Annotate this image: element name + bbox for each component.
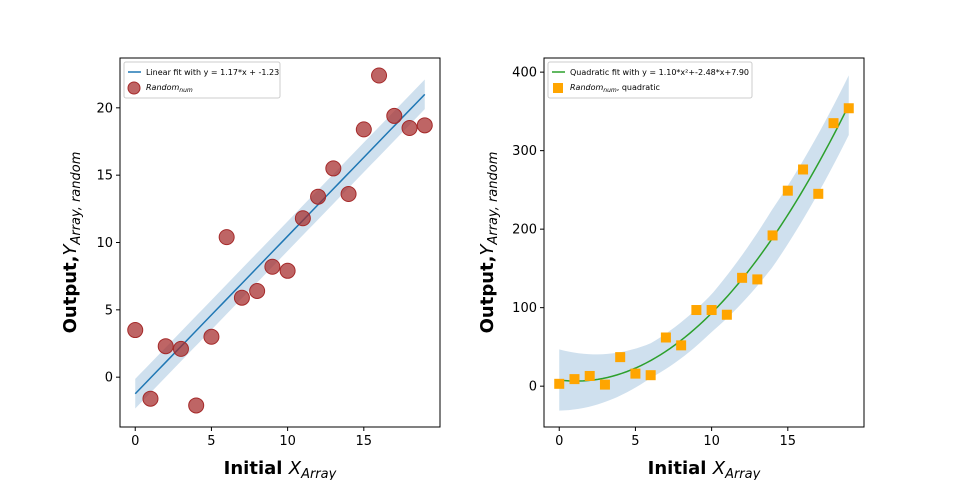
x-axis-label-text: Initial [648,458,713,479]
data-point-17 [386,107,403,124]
legend-label-points-extra: , quadratic [617,83,660,92]
x-tick-label: 10 [279,434,296,449]
plot-frame [543,57,865,428]
data-point-13 [752,274,763,285]
data-point-18 [828,118,839,129]
data-point-4 [615,352,626,363]
legend-label-points-sub: num [179,87,193,94]
x-tick-label: 5 [631,434,639,449]
legend-frame [123,61,281,99]
data-point-0 [127,322,144,339]
legend-label-points-sub: num [603,87,617,94]
y-tick-label: 5 [105,303,113,318]
y-tick-label: 10 [96,236,113,251]
chart-panel-right: 0 5 10 15 0 100 200 300 400 Initial XArray Output,… [477,57,865,480]
data-point-9 [691,305,702,316]
legend: Linear fit with y = 1.17*x + -1.23 Random… [123,61,281,99]
x-tick-label: 0 [555,434,563,449]
data-point-18 [401,120,418,137]
data-point-13 [325,160,342,177]
legend-label-points: Randomnum [146,83,193,94]
plot-area [127,67,433,414]
data-point-5 [630,368,641,379]
legend-label-points: Randomnum, quadratic [570,83,660,94]
data-point-19 [416,117,433,134]
data-point-14 [340,186,357,203]
y-tick-label: 20 [96,101,113,116]
x-axis-label-sub: Array [724,467,761,480]
data-point-15 [782,185,793,196]
data-point-7 [660,332,671,343]
y-axis-label-sub: Array, random [69,152,84,246]
y-axis-label-text: Output, [477,256,498,334]
y-tick-label: 0 [529,380,537,395]
data-point-0 [554,378,565,389]
y-tick-label: 100 [512,301,537,316]
y-axis-label: Output,YArray, random [60,152,84,334]
fit-line [559,104,850,382]
data-point-6 [218,229,235,246]
data-point-19 [843,103,854,114]
y-axis-label: Output,YArray, random [477,152,501,334]
x-tick-label: 15 [356,434,373,449]
y-axis-label-text: Output, [60,256,81,334]
data-point-2 [157,338,174,355]
legend-frame [547,61,753,99]
data-point-3 [172,340,189,357]
data-point-4 [188,397,205,414]
data-point-2 [584,370,595,381]
data-point-9 [264,258,281,275]
x-axis-label: Initial XArray [224,458,337,480]
data-point-7 [233,289,250,306]
x-axis-label-sub: Array [300,467,337,480]
y-axis-label-var: Y [477,243,498,256]
legend-marker-swatch [553,83,563,93]
data-point-17 [813,188,824,199]
y-tick-label: 0 [105,371,113,386]
y-tick-label: 15 [96,169,113,184]
legend-label-points-main: Random [146,83,180,92]
x-axis-label-var: X [712,458,726,479]
data-point-8 [249,282,266,299]
y-axis-label-sub: Array, random [486,152,501,246]
y-tick-label: 400 [512,66,537,81]
data-point-6 [645,370,656,381]
x-axis-label-text: Initial [224,458,289,479]
legend-marker-swatch [127,81,141,95]
data-point-8 [676,340,687,351]
plot-area [554,75,854,411]
data-point-14 [767,230,778,241]
legend: Quadratic fit with y = 1.10*x²+-2.48*x+7… [547,61,753,99]
data-point-5 [203,328,220,345]
x-tick-label: 5 [207,434,215,449]
y-tick-label: 200 [512,223,537,238]
legend-label-fit: Quadratic fit with y = 1.10*x²+-2.48*x+7… [570,68,749,77]
x-axis-label-var: X [288,458,302,479]
y-axis-label-var: Y [60,243,81,256]
data-point-15 [355,121,372,138]
x-tick-label: 15 [780,434,797,449]
data-point-16 [371,67,388,84]
data-point-3 [599,379,610,390]
data-point-10 [706,305,717,316]
data-point-10 [279,262,296,279]
data-point-1 [569,374,580,385]
data-point-12 [737,272,748,283]
y-tick-label: 300 [512,144,537,159]
legend-label-points-main: Random [570,83,604,92]
data-point-12 [310,188,327,205]
confidence-band [559,75,849,411]
data-point-1 [142,390,159,407]
legend-label-fit: Linear fit with y = 1.17*x + -1.23 [146,68,279,77]
data-point-11 [294,210,311,227]
x-tick-label: 0 [131,434,139,449]
data-point-16 [798,164,809,175]
x-tick-label: 10 [703,434,720,449]
data-point-11 [721,309,732,320]
x-axis-label: Initial XArray [648,458,761,480]
